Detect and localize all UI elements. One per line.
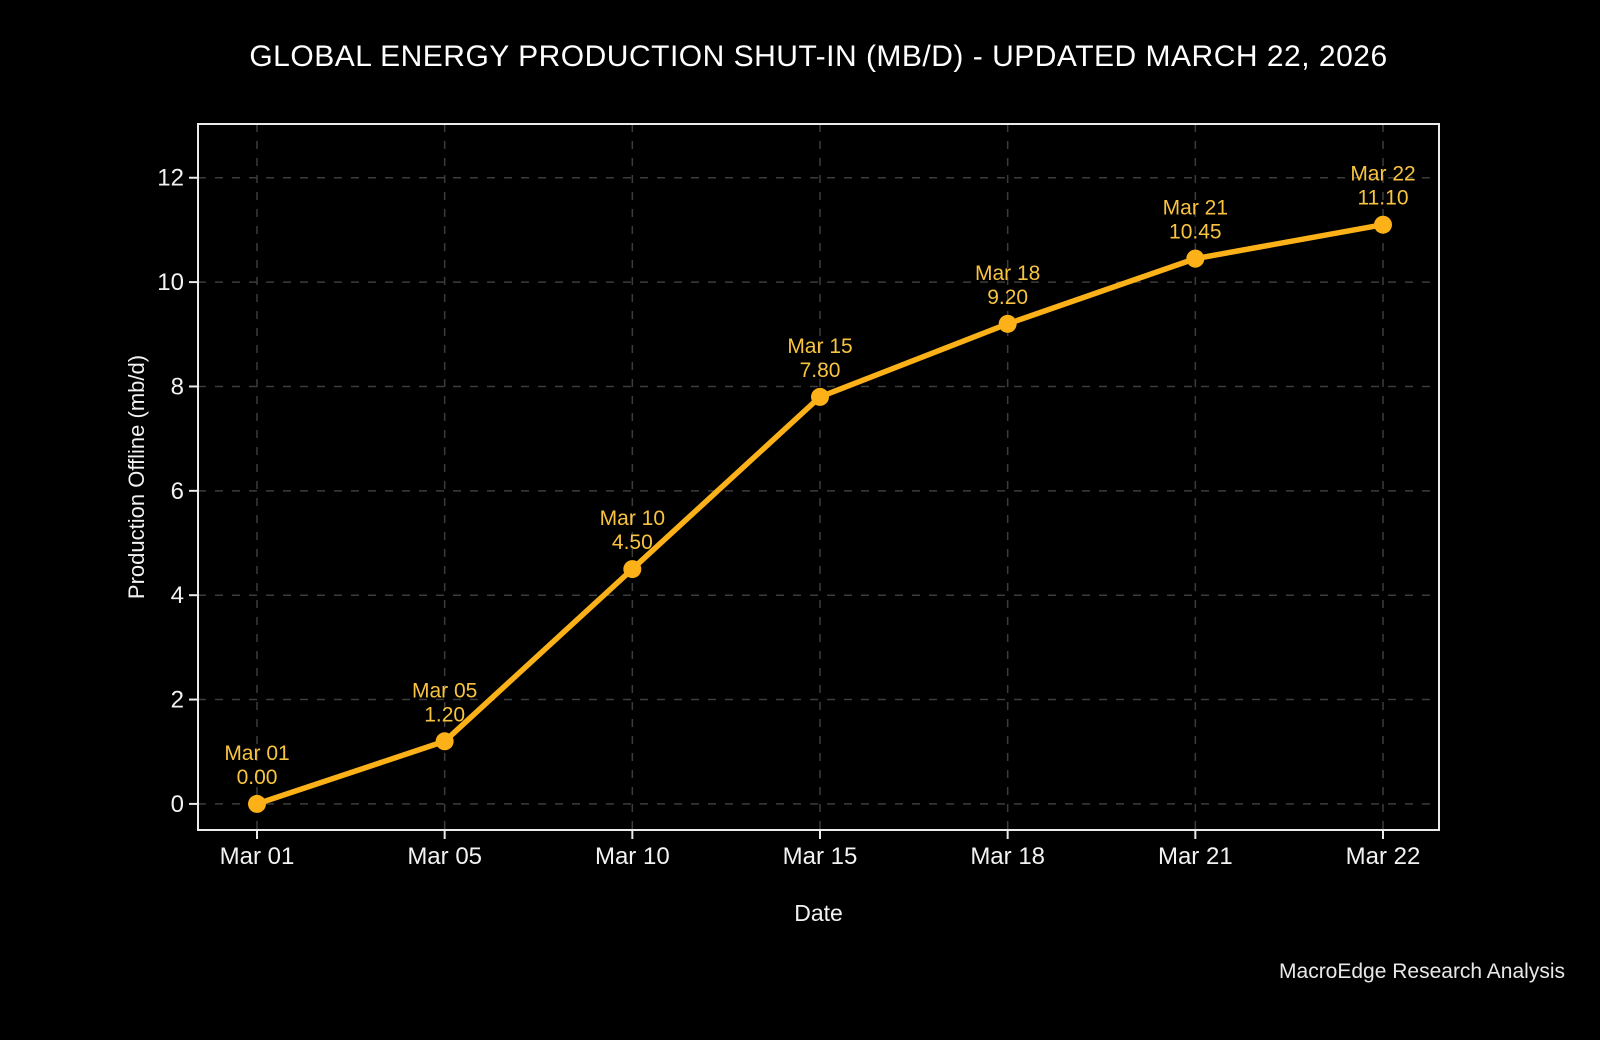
x-tick-label: Mar 10 xyxy=(595,843,670,870)
x-tick-label: Mar 15 xyxy=(783,843,858,870)
x-tick-label: Mar 01 xyxy=(220,843,295,870)
data-point-value-label: 11.10 xyxy=(1358,187,1409,210)
data-point-date-label: Mar 22 xyxy=(1350,163,1415,186)
y-tick-label: 8 xyxy=(171,373,184,400)
x-tick-label: Mar 18 xyxy=(970,843,1045,870)
data-point-value-label: 4.50 xyxy=(612,531,653,554)
data-point-date-label: Mar 15 xyxy=(787,335,852,358)
data-point-value-label: 1.20 xyxy=(424,703,465,726)
data-point-value-label: 9.20 xyxy=(987,286,1028,309)
footer-credit: MacroEdge Research Analysis xyxy=(1279,960,1565,983)
y-tick-label: 10 xyxy=(157,269,184,296)
data-point xyxy=(623,560,642,579)
data-point xyxy=(435,732,454,751)
data-point xyxy=(248,794,266,813)
data-point-date-label: Mar 10 xyxy=(600,507,665,530)
data-point-date-label: Mar 18 xyxy=(975,262,1040,285)
x-tick-label: Mar 22 xyxy=(1346,843,1421,870)
y-tick-label: 6 xyxy=(171,478,184,505)
data-point xyxy=(1374,215,1392,234)
y-tick-label: 0 xyxy=(171,791,184,818)
data-point-value-label: 7.80 xyxy=(800,359,841,382)
y-tick-label: 4 xyxy=(171,582,184,609)
x-tick-label: Mar 05 xyxy=(407,843,482,870)
data-point-value-label: 10.45 xyxy=(1169,221,1222,244)
data-point-value-label: 0.00 xyxy=(237,766,278,789)
y-axis-label: Production Offline (mb/d) xyxy=(124,354,149,600)
chart-title: GLOBAL ENERGY PRODUCTION SHUT-IN (MB/D) … xyxy=(249,40,1388,73)
x-tick-label: Mar 21 xyxy=(1158,843,1233,870)
data-point-date-label: Mar 05 xyxy=(412,679,477,702)
data-point xyxy=(1186,249,1205,268)
plot-border xyxy=(197,123,1440,831)
data-point-date-label: Mar 21 xyxy=(1163,197,1228,220)
y-tick-label: 12 xyxy=(157,165,184,192)
data-point xyxy=(811,387,829,406)
data-point xyxy=(998,314,1017,333)
y-tick-label: 2 xyxy=(171,687,184,714)
data-point-date-label: Mar 01 xyxy=(224,742,289,765)
x-axis-label: Date xyxy=(794,900,843,926)
